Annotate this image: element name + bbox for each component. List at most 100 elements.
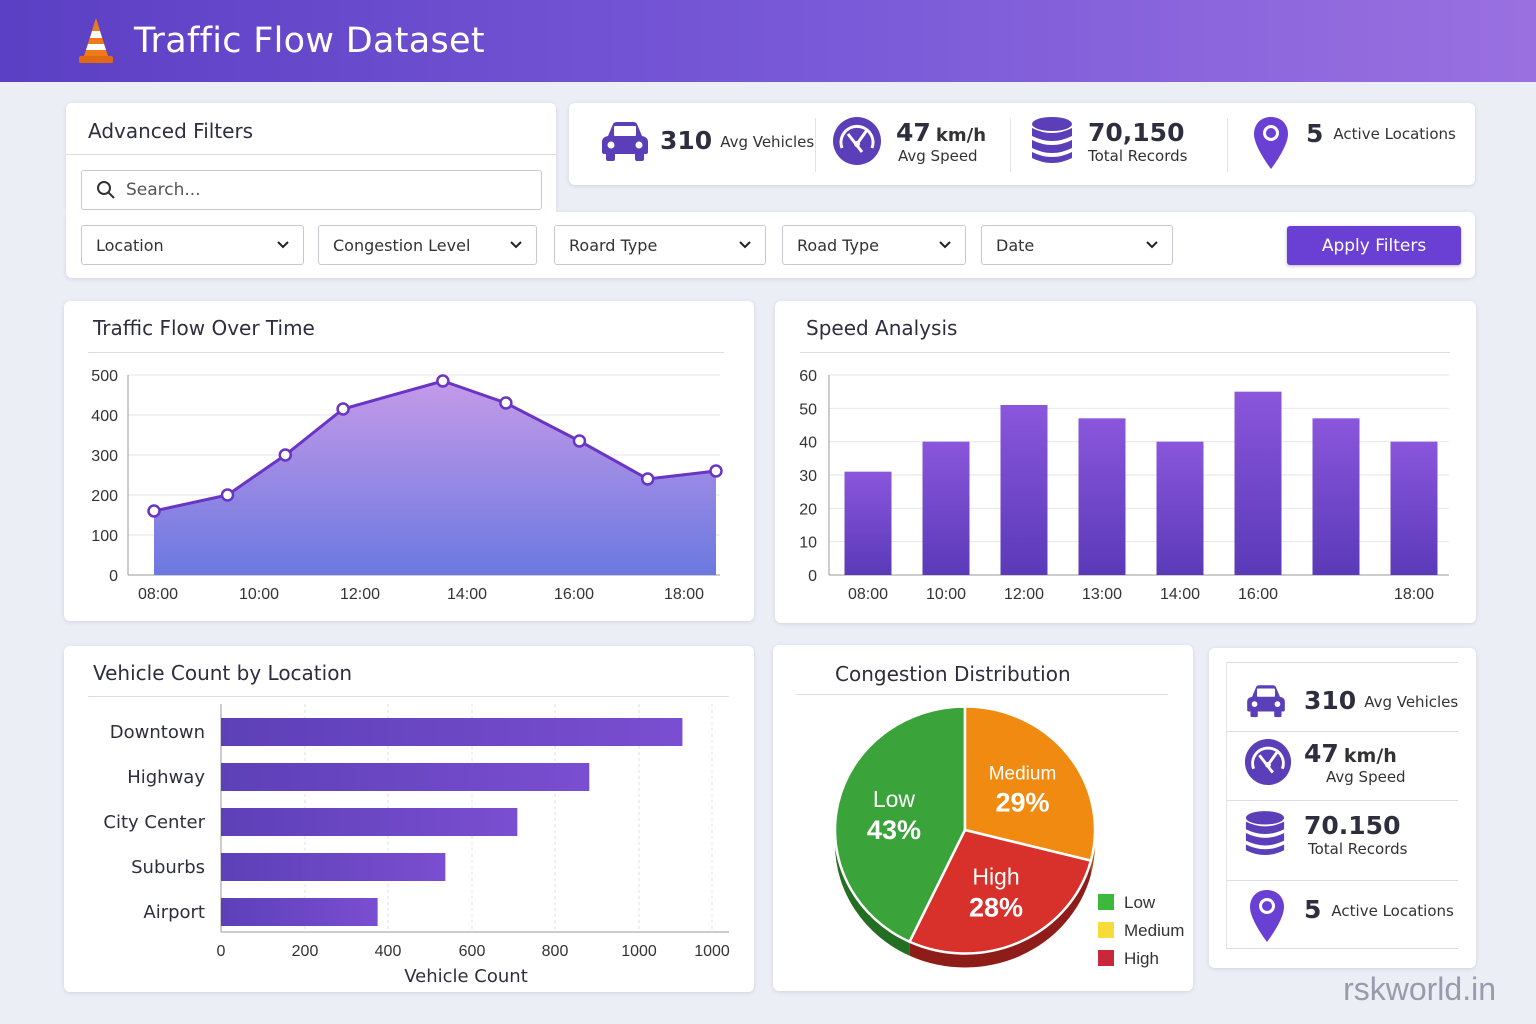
flow-point	[436, 374, 450, 388]
location-bar	[221, 898, 378, 926]
side-stat-active-locations: 5 Active Locations	[1248, 888, 1454, 944]
app-header: Traffic Flow Dataset	[0, 0, 1536, 82]
side-avg-speed-value: 47	[1304, 738, 1339, 768]
vehicle-count-chart: 0 200 400 600 800 1000 1000 Downtown Highway City…	[103, 704, 730, 987]
flow-point	[278, 448, 293, 462]
active-locations-label: Active Locations	[1333, 125, 1456, 143]
avg-speed-value: 47	[896, 117, 931, 147]
legend-swatch	[1098, 950, 1114, 966]
avg-vehicles-value: 310	[660, 125, 713, 155]
stat-avg-vehicles: 310 Avg Vehicles	[600, 118, 814, 162]
y-tick-label: 40	[799, 435, 817, 452]
search-icon	[97, 181, 115, 199]
x-tick-label: 18:00	[664, 586, 704, 603]
location-label: Airport	[143, 902, 205, 923]
congestion-level-dropdown-label: Congestion Level	[333, 235, 471, 255]
speed-bar	[1390, 441, 1438, 575]
x-tick-label: 600	[459, 943, 486, 960]
location-bar	[221, 853, 446, 881]
location-dropdown[interactable]: Location	[81, 225, 304, 265]
x-axis-title: Vehicle Count	[404, 966, 528, 987]
x-tick-label: 16:00	[554, 586, 594, 603]
x-tick-label: 10:00	[239, 586, 279, 603]
side-avg-speed-label: Avg Speed	[1326, 767, 1406, 786]
x-tick-label: 10:00	[926, 586, 966, 603]
x-tick-label: 08:00	[848, 586, 888, 603]
apply-filters-button[interactable]: Apply Filters	[1287, 226, 1461, 265]
x-tick-label: 200	[292, 943, 319, 960]
pie-label-name: Medium	[989, 764, 1057, 785]
flow-point	[147, 504, 161, 518]
location-pin-icon	[1250, 890, 1284, 942]
congestion-level-dropdown[interactable]: Congestion Level	[318, 225, 537, 265]
y-tick-label: 400	[91, 408, 118, 425]
traffic-flow-title: Traffic Flow Over Time	[93, 316, 315, 340]
side-avg-speed-unit: km/h	[1343, 744, 1397, 767]
speedometer-icon	[833, 117, 881, 165]
side-stat-total-records: 70.150 Total Records	[1244, 810, 1407, 858]
x-tick-label: 14:00	[1160, 586, 1200, 603]
page-title: Traffic Flow Dataset	[134, 21, 485, 61]
stat-active-locations: 5 Active Locations	[1252, 115, 1456, 171]
legend-swatch	[1098, 922, 1114, 938]
x-tick-label: 400	[375, 943, 402, 960]
flow-point	[220, 488, 235, 502]
pie-label-value: 43%	[867, 815, 921, 845]
side-stat-avg-speed: 47 km/h Avg Speed	[1244, 738, 1406, 786]
chevron-down-icon	[739, 241, 751, 249]
speed-bar	[1312, 418, 1360, 575]
watermark: rskworld.in	[1343, 971, 1496, 1007]
flow-point	[572, 434, 587, 448]
side-avg-vehicles-label: Avg Vehicles	[1364, 693, 1459, 711]
avg-speed-label: Avg Speed	[898, 146, 978, 165]
x-tick-label: 12:00	[1004, 586, 1044, 603]
y-tick-label: 30	[799, 468, 817, 485]
traffic-flow-chart: 0 100 200 300 400 500 08:00 10:00 12:00 14:00 16:0…	[91, 368, 723, 603]
pie-label-name: Low	[873, 786, 916, 812]
location-dropdown-label: Location	[96, 235, 164, 255]
flow-point	[499, 396, 513, 410]
flow-point	[640, 472, 655, 486]
y-tick-label: 300	[91, 448, 118, 465]
speed-analysis-title: Speed Analysis	[806, 316, 958, 340]
speed-bar	[1078, 418, 1126, 575]
pie-slice-low	[833, 705, 967, 944]
y-tick-label: 0	[109, 568, 118, 585]
y-tick-label: 20	[799, 501, 817, 518]
side-stat-avg-vehicles: 310 Avg Vehicles	[1244, 682, 1458, 718]
roard-type-dropdown[interactable]: Roard Type	[554, 225, 766, 265]
chevron-down-icon	[277, 241, 289, 249]
pie-label-value: 28%	[969, 893, 1023, 923]
car-icon	[1247, 685, 1285, 718]
pie-label-name: High	[972, 864, 1019, 890]
x-tick-label: 800	[542, 943, 569, 960]
y-tick-label: 50	[799, 401, 817, 418]
database-icon	[1245, 811, 1285, 855]
x-tick-label: 08:00	[138, 586, 178, 603]
speed-bar	[1156, 441, 1204, 575]
date-dropdown[interactable]: Date	[981, 225, 1173, 265]
stat-avg-speed: 47 km/h Avg Speed	[832, 116, 986, 166]
location-label: City Center	[103, 812, 205, 833]
x-tick-label: 0	[217, 943, 226, 960]
side-total-records-label: Total Records	[1308, 839, 1408, 858]
pie-slice-high	[907, 828, 1093, 955]
y-tick-label: 60	[799, 368, 817, 385]
speed-bar	[922, 441, 970, 575]
flow-point	[709, 464, 723, 478]
x-tick-label: 12:00	[340, 586, 380, 603]
speed-bar	[1000, 405, 1048, 575]
road-type-dropdown[interactable]: Road Type	[782, 225, 966, 265]
flow-area	[154, 381, 716, 575]
legend-swatch	[1098, 894, 1114, 910]
search-input[interactable]: Search...	[81, 170, 542, 210]
flow-point	[336, 402, 350, 416]
database-icon	[1032, 117, 1072, 163]
pie-label-value: 29%	[995, 788, 1049, 818]
speed-bar	[844, 471, 892, 575]
pie-slice-depth	[835, 830, 910, 956]
car-icon	[602, 122, 648, 161]
side-active-locations-label: Active Locations	[1331, 902, 1454, 920]
roard-type-dropdown-label: Roard Type	[569, 235, 658, 255]
congestion-pie-chart: Low 43% Medium 29% High 28% Low Medium High	[833, 705, 1184, 968]
